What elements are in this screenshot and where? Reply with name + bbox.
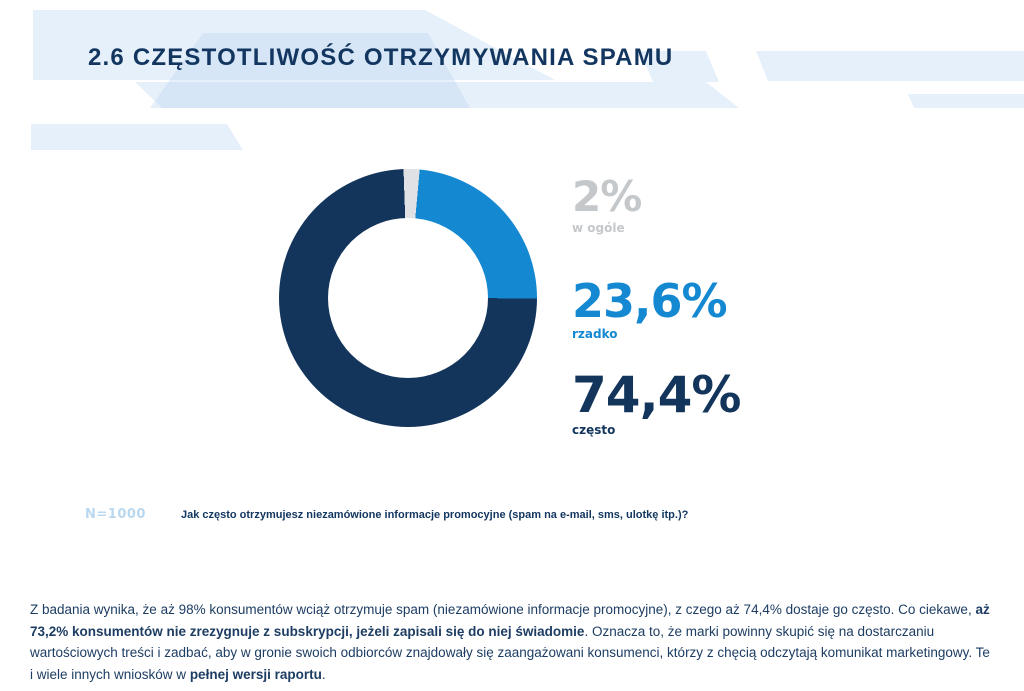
survey-note: N=1000 Jak często otrzymujesz niezamówio… — [85, 507, 688, 522]
paragraph-segment: . Oznacza to, że marki powinny skupić si… — [30, 623, 990, 682]
summary-paragraph: Z badania wynika, że aż 98% konsumentów … — [30, 599, 996, 685]
legend-value-rzadko: 23,6% — [572, 274, 728, 328]
legend-label-rzadko: rzadko — [572, 327, 618, 341]
legend-label-czesto: często — [572, 423, 616, 437]
donut-hole — [328, 218, 488, 378]
sample-size-label: N=1000 — [85, 507, 146, 522]
legend-item-rzadko: 23,6% rzadko — [572, 274, 728, 341]
legend-item-czesto: 74,4% często — [572, 366, 741, 437]
legend-item-w-ogole: 2% w ogóle — [572, 172, 642, 236]
legend-label-w-ogole: w ogóle — [572, 221, 625, 235]
full-report-link[interactable]: pełnej wersji raportu — [189, 666, 322, 682]
survey-question: Jak często otrzymujesz niezamówione info… — [180, 509, 689, 521]
paragraph-segment: Z badania wynika, że aż 98% konsumentów … — [30, 602, 976, 617]
paragraph-segment: aż 73,2% konsumentów nie zrezygnuje z su… — [30, 602, 990, 639]
legend-value-w-ogole: 2% — [572, 172, 642, 221]
paragraph-segment: . — [321, 666, 326, 682]
legend-value-czesto: 74,4% — [572, 366, 741, 424]
donut-chart — [279, 169, 537, 427]
section-title: 2.6 CZĘSTOTLIWOŚĆ OTRZYMYWANIA SPAMU — [88, 44, 674, 71]
